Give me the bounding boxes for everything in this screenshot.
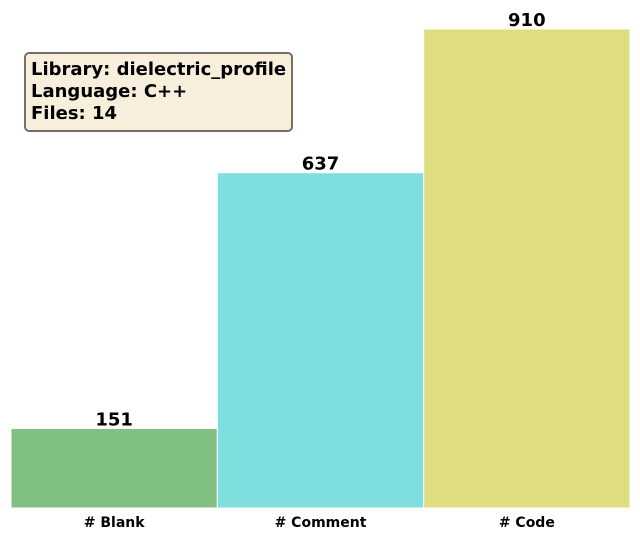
library-info-line: Library: dielectric_profile <box>31 59 287 80</box>
language-info-line: Language: C++ <box>31 81 188 102</box>
bar-value-comment: 637 <box>302 154 340 175</box>
x-tick-labels: # Blank # Comment # Code <box>84 515 555 531</box>
x-tick-label-blank: # Blank <box>84 515 145 531</box>
files-info-line: Files: 14 <box>31 103 118 124</box>
x-tick-label-comment: # Comment <box>275 515 367 531</box>
library-info-box: Library: dielectric_profile Language: C+… <box>24 52 294 132</box>
bar-blank <box>10 428 218 509</box>
x-tick-label-code: # Code <box>499 515 555 531</box>
bar-value-blank: 151 <box>95 410 133 431</box>
bar-code <box>423 28 631 509</box>
bar-value-labels: 151 637 910 <box>95 10 545 431</box>
bars <box>10 28 631 509</box>
bar-value-code: 910 <box>508 10 546 31</box>
bar-comment <box>216 172 425 509</box>
